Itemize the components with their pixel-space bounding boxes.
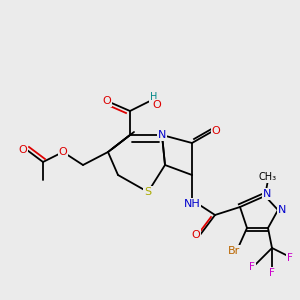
Text: O: O	[103, 96, 111, 106]
Text: S: S	[144, 187, 152, 197]
Text: F: F	[249, 262, 255, 272]
Text: O: O	[58, 147, 68, 157]
Text: O: O	[19, 145, 27, 155]
Text: F: F	[269, 268, 275, 278]
Text: Br: Br	[228, 246, 240, 256]
Text: NH: NH	[184, 199, 200, 209]
Text: N: N	[278, 205, 286, 215]
Text: O: O	[192, 230, 200, 240]
Text: CH₃: CH₃	[259, 172, 277, 182]
Text: O: O	[212, 126, 220, 136]
Text: N: N	[158, 130, 166, 140]
Text: O: O	[153, 100, 161, 110]
Text: F: F	[287, 253, 293, 263]
Text: H: H	[150, 92, 158, 102]
Text: N: N	[263, 189, 271, 199]
